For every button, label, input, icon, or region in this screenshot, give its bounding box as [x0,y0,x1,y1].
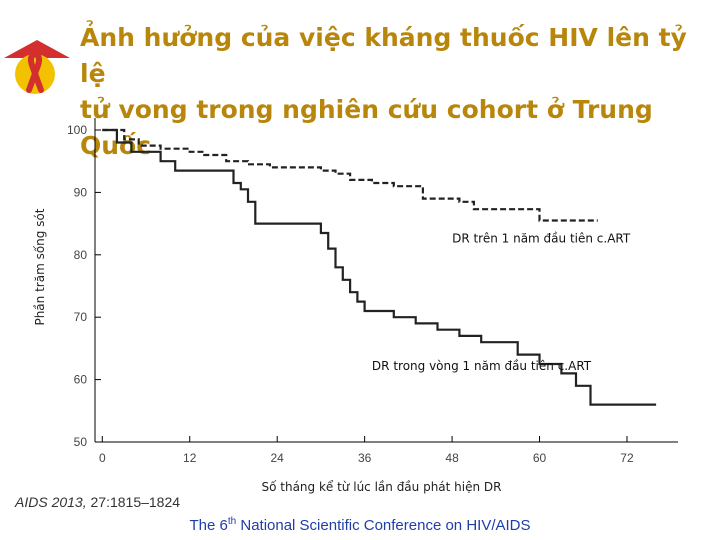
footer-post: National Scientific Conference on HIV/AI… [236,517,531,534]
y-tick-label: 50 [74,435,88,449]
x-tick-label: 24 [271,451,285,465]
y-tick-label: 100 [67,123,87,137]
y-tick-label: 90 [74,185,88,199]
series-line-dr-within-1yr [102,128,657,406]
footer-pre: The 6 [189,517,228,534]
y-tick-label: 60 [74,373,88,387]
aids-ribbon-icon [2,38,72,98]
x-tick-label: 12 [183,451,197,465]
slide-title: Ảnh hưởng của việc kháng thuốc HIV lên t… [80,20,710,164]
y-tick-label: 70 [74,310,88,324]
series-line-dr-after-1yr [102,128,598,222]
footer: The 6th National Scientific Conference o… [0,516,720,534]
x-axis-label: Số tháng kể từ lúc lần đầu phát hiện DR [261,480,501,494]
footer-sup: th [227,516,237,527]
x-tick-label: 48 [445,451,459,465]
y-tick-label: 80 [74,248,88,262]
x-tick-label: 36 [358,451,372,465]
x-tick-label: 60 [533,451,547,465]
citation: AIDS 2013, 27:1815–1824 [15,494,180,510]
title-line-1: Ảnh hưởng của việc kháng thuốc HIV lên t… [80,23,687,88]
series-annotation: DR trong vòng 1 năm đầu tiên c.ART [372,359,592,373]
citation-journal: AIDS 2013, [15,494,91,510]
series-annotation: DR trên 1 năm đầu tiên c.ART [452,231,631,245]
citation-ref: 27:1815–1824 [90,494,181,510]
x-tick-label: 72 [620,451,634,465]
title-line-2: tử vong trong nghiên cứu cohort ở Trung … [80,95,653,160]
x-tick-label: 0 [99,451,106,465]
